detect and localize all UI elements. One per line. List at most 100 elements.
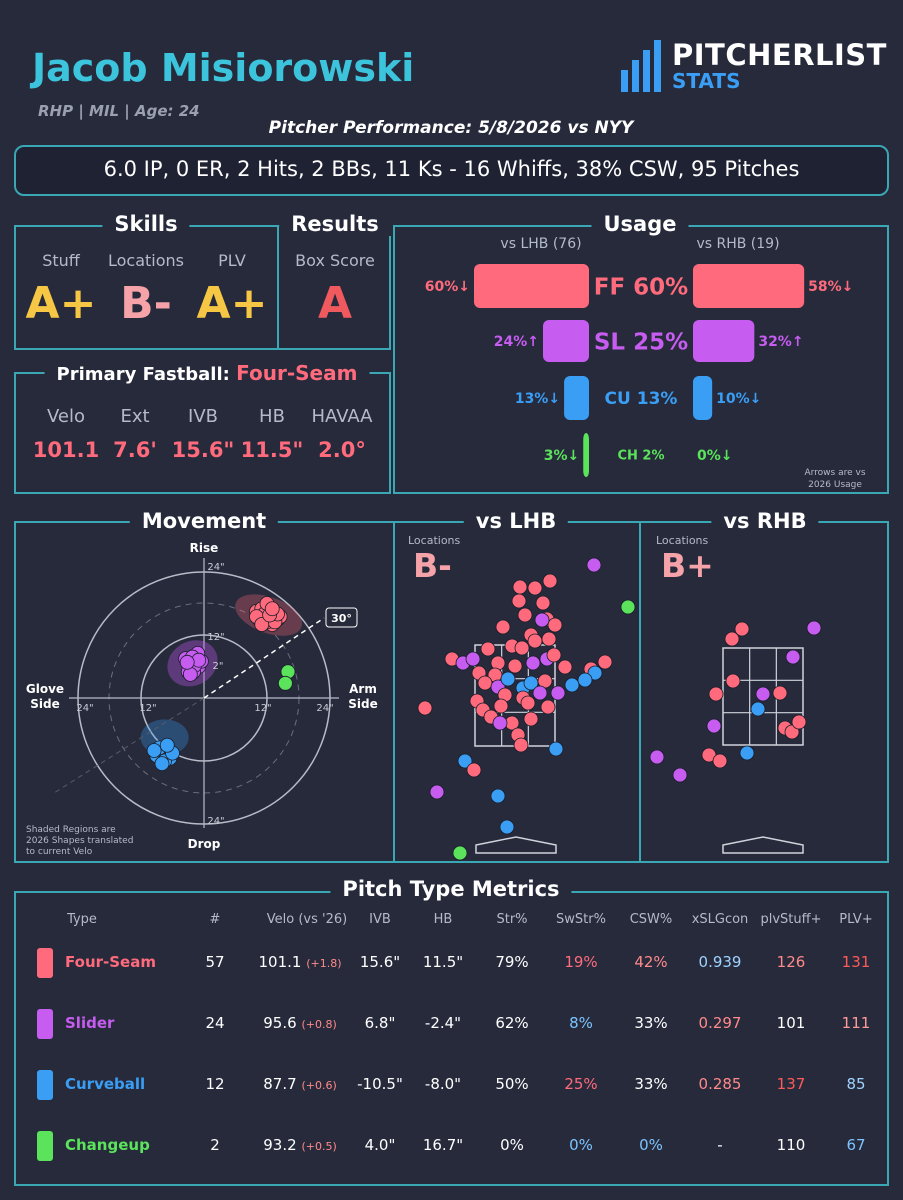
lhb-pitch-dot	[546, 647, 562, 663]
ring-label-3: 12"	[139, 703, 156, 714]
rhb-locations-title: vs RHB	[711, 509, 819, 533]
fb-velo-label: Velo	[46, 406, 86, 427]
cell-swstr: 19%	[564, 953, 598, 971]
col-count: #	[209, 912, 221, 927]
usage-rhb-pct-sl: 32%↑	[758, 334, 803, 350]
cell-plvstuff: 110	[776, 1136, 806, 1154]
lhb-pitch-dot	[532, 685, 548, 701]
primary-fastball-pitch: Four-Seam	[236, 361, 358, 385]
bars-logo-icon	[621, 40, 661, 92]
cell-hb: -2.4"	[424, 1014, 462, 1032]
lhb-pitch-dot	[490, 788, 506, 804]
skills-results-divider	[277, 225, 279, 350]
cell-velo: 101.1 (+1.8)	[258, 953, 342, 971]
col-swstr: SwStr%	[556, 912, 606, 927]
lhb-pitch-dot	[520, 695, 536, 711]
lhb-pitch-dot	[511, 593, 527, 609]
col-plv: PLV+	[839, 912, 873, 927]
rhb-pitch-dot	[725, 673, 741, 689]
cell-swstr: 0%	[569, 1136, 593, 1154]
lhb-pitch-dot	[548, 741, 564, 757]
primary-fastball-panel	[14, 372, 391, 494]
glove-side-label-2: Side	[30, 697, 59, 711]
cell-ivb: 15.6"	[359, 953, 401, 971]
cell-csw: 0%	[639, 1136, 663, 1154]
lhb-pitch-dot	[513, 737, 529, 753]
movement-note-line2: 2026 Shapes translated	[26, 836, 134, 846]
usage-note-line2: 2026 Usage	[808, 480, 862, 490]
lhb-pitch-dot	[540, 699, 556, 715]
cell-velo: 87.7 (+0.6)	[263, 1075, 337, 1093]
pitcherlist-logo: PITCHERLIST STATS	[620, 38, 890, 94]
lhb-pitch-dot	[512, 579, 528, 595]
rhb-locations-grade: B+	[661, 546, 714, 585]
lhb-pitch-dot	[500, 671, 516, 687]
pitch-type-name: Slider	[65, 1014, 115, 1032]
lhb-locations-title: vs LHB	[463, 509, 569, 533]
arm-side-label: Arm	[349, 682, 377, 696]
cell-ivb: 4.0"	[364, 1136, 396, 1154]
col-type: Type	[67, 912, 97, 927]
cell-plv: 67	[846, 1136, 866, 1154]
movement-note-line3: to current Velo	[26, 847, 93, 857]
drop-label: Drop	[188, 837, 221, 851]
cell-plvstuff: 126	[776, 953, 806, 971]
lhb-pitch-dot	[477, 675, 493, 691]
cell-xslgcon: 0.939	[698, 953, 742, 971]
col-csw: CSW%	[629, 912, 673, 927]
usage-rhb-pct-ff: 58%↓	[808, 279, 853, 295]
usage-lhb-pct-cu: 13%↓	[515, 391, 560, 407]
cell-ivb: 6.8"	[364, 1014, 396, 1032]
cell-hb: -8.0"	[424, 1075, 462, 1093]
lhb-pitch-dot	[514, 640, 530, 656]
rhb-pitch-dot	[791, 714, 807, 730]
rhb-pitch-dot	[806, 620, 822, 636]
lhb-pitch-dot	[499, 819, 515, 835]
stuff-grade: A+	[25, 278, 97, 329]
cell-hb: 11.5"	[422, 953, 464, 971]
arm-side-label-2: Side	[348, 697, 377, 711]
cell-plv: 111	[841, 1014, 871, 1032]
movement-point-cu	[146, 743, 162, 758]
lhb-pitch-dot	[620, 599, 636, 615]
pitch-type-name: Curveball	[65, 1075, 146, 1093]
primary-fastball-label: Primary Fastball:	[56, 364, 230, 385]
rhb-pitch-dot	[755, 686, 771, 702]
rhb-pitch-dot	[712, 753, 728, 769]
usage-rhb-label: vs RHB (19)	[696, 236, 780, 252]
lhb-pitch-dot	[527, 633, 543, 649]
lhb-pitch-dot	[495, 619, 511, 635]
lhb-pitch-dot	[577, 672, 593, 688]
lhb-pitch-dot	[523, 711, 539, 727]
cell-velo: 93.2 (+0.5)	[263, 1136, 337, 1154]
rhb-pitch-dot	[708, 686, 724, 702]
pitch-type-name: Changeup	[65, 1136, 150, 1154]
rhb-pitch-dot	[706, 718, 722, 734]
lhb-pitch-dot	[557, 659, 573, 675]
movement-point-ch	[277, 675, 293, 691]
usage-rhb-pct-ch: 0%↓	[697, 448, 733, 464]
fb-havaa-value: 2.0°	[318, 438, 366, 462]
skills-panel	[14, 225, 391, 350]
cell-velo: 95.6 (+0.8)	[263, 1014, 337, 1032]
fb-velo-value: 101.1	[32, 438, 100, 462]
locations-grade: B-	[120, 278, 172, 329]
usage-lhb-pct-ff: 60%↓	[425, 279, 470, 295]
lhb-pitch-dot	[527, 580, 543, 596]
lhb-pitch-dot	[517, 607, 533, 623]
cell-csw: 33%	[634, 1075, 668, 1093]
player-name: Jacob Misiorowski	[32, 46, 415, 90]
cell-plvstuff: 137	[776, 1075, 806, 1093]
fb-hb-label: HB	[259, 406, 285, 427]
usage-pitch-sl: SL 25%	[594, 329, 688, 355]
lhb-pitch-dot	[480, 641, 496, 657]
lhb-pitch-dot	[525, 655, 541, 671]
usage-bar-rhb-ff	[693, 264, 805, 308]
lhb-pitch-dot	[457, 753, 473, 769]
lhb-pitch-dot	[507, 658, 523, 674]
cell-hb: 16.7"	[422, 1136, 464, 1154]
movement-point-cu	[154, 756, 170, 772]
lhb-pitch-dot	[534, 612, 550, 628]
fb-hb-value: 11.5"	[240, 438, 304, 462]
cell-count: 57	[205, 953, 225, 971]
